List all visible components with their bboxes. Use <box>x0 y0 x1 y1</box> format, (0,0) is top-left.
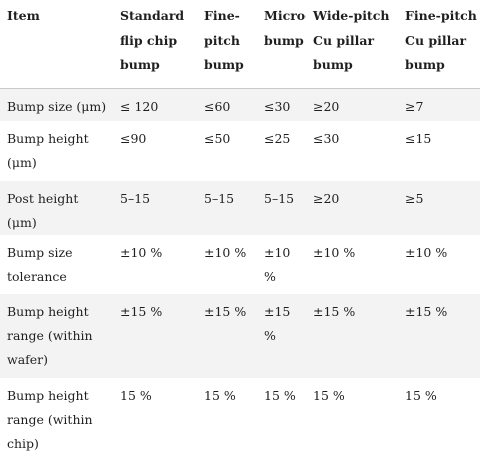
table-cell: ≤25 <box>264 130 291 146</box>
table-cell: 15 % <box>204 387 236 403</box>
table-row: Bump size tolerance ±10 % ±10 % ±10 % ±1… <box>0 235 480 294</box>
table-cell: ≤30 <box>313 130 340 146</box>
table-cell: ±10 % <box>120 244 163 260</box>
column-header-micro-bump: Micro-bump <box>264 8 306 48</box>
row-label: Post height (μm) <box>7 190 79 230</box>
table-cell: ≥7 <box>405 98 424 114</box>
table-cell: 5–15 <box>120 190 151 206</box>
table-cell: ≤30 <box>264 98 291 114</box>
column-header-item: Item <box>7 8 40 23</box>
table-body: Bump size (μm) ≤ 120 ≤60 ≤30 ≥20 ≥7 Bump… <box>0 88 480 464</box>
table-cell: ±15 % <box>204 303 247 319</box>
column-header-fine-pitch: Fine-pitch bump <box>204 8 244 72</box>
table-cell: 5–15 <box>264 190 295 206</box>
table-row: Bump height (μm) ≤90 ≤50 ≤25 ≤30 ≤15 <box>0 121 480 181</box>
table-row: Bump size (μm) ≤ 120 ≤60 ≤30 ≥20 ≥7 <box>0 88 480 121</box>
table-cell: 15 % <box>313 387 345 403</box>
row-label: Bump height range (within chip) <box>7 387 93 451</box>
table-cell: ≤90 <box>120 130 147 146</box>
table-cell: ≥20 <box>313 190 340 206</box>
table-cell: ≤50 <box>204 130 231 146</box>
table-cell: 15 % <box>120 387 152 403</box>
row-label: Bump height range (within wafer) <box>7 303 93 367</box>
table-cell: ±10 % <box>264 244 291 284</box>
table-cell: ±15 % <box>120 303 163 319</box>
table-row: Post height (μm) 5–15 5–15 5–15 ≥20 ≥5 <box>0 180 480 235</box>
table-cell: ±15 % <box>264 303 291 343</box>
table-cell: ±10 % <box>204 244 247 260</box>
table-cell: ≤15 <box>405 130 432 146</box>
column-header-standard-flip-chip: Standard flip chip bump <box>120 8 185 72</box>
table-cell: 15 % <box>405 387 437 403</box>
table-cell: 15 % <box>264 387 296 403</box>
column-header-wide-pitch-cu-pillar: Wide-pitch Cu pillar bump <box>313 8 390 72</box>
table-cell: ≤ 120 <box>120 98 159 114</box>
row-label: Bump height (μm) <box>7 130 89 170</box>
table-cell: ±15 % <box>405 303 448 319</box>
row-label: Bump size tolerance <box>7 244 73 284</box>
table-header: Item Standard flip chip bump Fine-pitch … <box>0 0 480 88</box>
table-row: Bump height range (within chip) 15 % 15 … <box>0 378 480 464</box>
table-cell: ≥20 <box>313 98 340 114</box>
table-cell: ≤60 <box>204 98 231 114</box>
row-label: Bump size (μm) <box>7 98 107 114</box>
table-cell: ±10 % <box>405 244 448 260</box>
table-cell: ≥5 <box>405 190 424 206</box>
header-row: Item Standard flip chip bump Fine-pitch … <box>0 0 480 88</box>
table-cell: ±15 % <box>313 303 356 319</box>
table-row: Bump height range (within wafer) ±15 % ±… <box>0 293 480 378</box>
table-cell: 5–15 <box>204 190 235 206</box>
table-cell: ±10 % <box>313 244 356 260</box>
column-header-fine-pitch-cu-pillar: Fine-pitch Cu pillar bump <box>405 8 477 72</box>
